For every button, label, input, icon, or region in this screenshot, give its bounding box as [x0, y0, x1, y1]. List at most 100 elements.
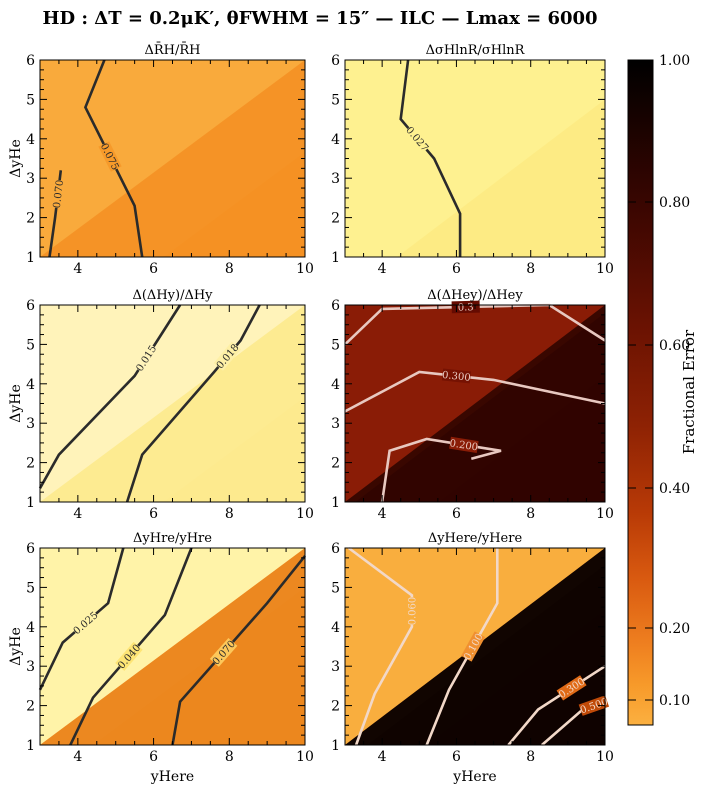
colorbar-tick-label: 0.80 [659, 195, 690, 211]
contour-line [399, 59, 462, 257]
x-tick-label: 10 [596, 261, 614, 277]
y-tick-label: 1 [331, 495, 340, 511]
y-tick-label: 5 [331, 337, 340, 353]
x-tick-label: 8 [526, 506, 535, 522]
contour-label-bg [213, 341, 242, 371]
y-tick-label: 4 [331, 377, 340, 393]
x-tick-label: 6 [149, 749, 158, 765]
y-tick-label: 2 [331, 456, 340, 472]
y-axis-label: ΔyHe [8, 627, 24, 666]
x-tick-label: 6 [452, 749, 461, 765]
y-tick-label: 3 [26, 416, 35, 432]
colorbar-tick-label: 0.20 [659, 621, 690, 637]
x-tick-label: 4 [73, 506, 82, 522]
contour-label: 0.200 [449, 438, 479, 453]
y-tick-label: 6 [331, 298, 340, 314]
y-tick-label: 2 [331, 699, 340, 715]
x-axis-label: yHere [150, 769, 194, 785]
contour-label-bg [405, 597, 418, 626]
y-tick-label: 3 [331, 416, 340, 432]
colorbar-tick-label: 0.40 [659, 481, 690, 497]
y-tick-label: 5 [26, 580, 35, 596]
contour-band [40, 305, 305, 502]
contour-band [40, 548, 305, 745]
y-tick-label: 3 [331, 659, 340, 675]
x-tick-label: 4 [378, 261, 387, 277]
colorbar-tick-label: 1.00 [659, 53, 690, 69]
colorbar-ticks: 1.00 0.80 0.60 0.40 0.20 0.10 [628, 53, 690, 709]
contour-line [38, 304, 182, 489]
y-tick-label: 3 [26, 171, 35, 187]
y-tick-label: 6 [26, 541, 35, 557]
y-tick-label: 3 [26, 659, 35, 675]
y-tick-label: 2 [26, 699, 35, 715]
y-tick-label: 5 [331, 92, 340, 108]
contour-line [125, 304, 261, 503]
y-tick-label: 1 [26, 495, 35, 511]
y-tick-label: 4 [331, 620, 340, 636]
contour-label-bg [449, 436, 479, 453]
y-tick-label: 4 [331, 132, 340, 148]
x-tick-label: 8 [225, 506, 234, 522]
x-tick-label: 6 [149, 506, 158, 522]
panel-title: ΔyHere/yHere [428, 531, 523, 546]
panel-title: ΔyHre/yHre [133, 531, 212, 546]
x-tick-label: 6 [149, 261, 158, 277]
contour-label-bg [556, 675, 587, 701]
contour-label-bg [441, 368, 471, 384]
contour-band [40, 60, 305, 257]
contour-label: 0.3 [458, 302, 474, 313]
contour-label-bg [70, 609, 100, 637]
y-tick-label: 6 [331, 53, 340, 69]
x-tick-label: 10 [596, 749, 614, 765]
contour-label-bg [50, 179, 66, 209]
y-tick-label: 5 [26, 92, 35, 108]
x-tick-label: 6 [452, 506, 461, 522]
figure-title: HD : ΔT = 0.2μK′, θFWHM = 15″ — ILC — Lm… [42, 8, 597, 29]
y-tick-label: 6 [331, 541, 340, 557]
colorbar-tick-label: 0.60 [659, 338, 690, 354]
x-tick-label: 6 [452, 261, 461, 277]
contour-label-bg [209, 637, 238, 667]
y-tick-label: 3 [331, 171, 340, 187]
x-tick-label: 8 [526, 749, 535, 765]
x-tick-label: 10 [296, 261, 314, 277]
panel-title: Δ(ΔHy)/ΔHy [132, 288, 213, 303]
colorbar: 1.00 0.80 0.60 0.40 0.20 0.10 Fractional Erro… [627, 53, 698, 726]
colorbar-label: Fractional Error [680, 329, 698, 454]
x-tick-label: 10 [596, 506, 614, 522]
y-tick-label: 5 [331, 580, 340, 596]
x-tick-label: 8 [225, 261, 234, 277]
contour-label-bg [578, 695, 610, 716]
contour-band [345, 305, 605, 502]
y-tick-label: 4 [26, 377, 35, 393]
contour-label: 0.300 [441, 370, 471, 384]
contour-label-bg [403, 124, 432, 154]
x-tick-label: 4 [73, 749, 82, 765]
colorbar-tick-label: 0.10 [659, 693, 690, 709]
y-tick-label: 1 [26, 250, 35, 266]
x-tick-label: 4 [73, 261, 82, 277]
x-tick-label: 10 [296, 749, 314, 765]
y-tick-label: 6 [26, 298, 35, 314]
contour-label-bg [98, 141, 122, 172]
colorbar-bar [627, 59, 654, 726]
panel-title: Δ(ΔHey)/ΔHey [427, 288, 523, 303]
y-tick-label: 2 [26, 211, 35, 227]
x-axis-label: yHere [452, 769, 496, 785]
contour-band [397, 99, 605, 258]
contour-label: 0.070 [52, 179, 66, 209]
panel-title: ΔR̄H/R̄H [144, 42, 200, 58]
contour-label-bg [133, 343, 159, 374]
y-tick-label: 1 [331, 738, 340, 754]
y-tick-label: 6 [26, 53, 35, 69]
contour-label-bg [461, 631, 486, 662]
y-tick-label: 2 [26, 456, 35, 472]
y-axis-label: ΔyHe [8, 384, 24, 423]
